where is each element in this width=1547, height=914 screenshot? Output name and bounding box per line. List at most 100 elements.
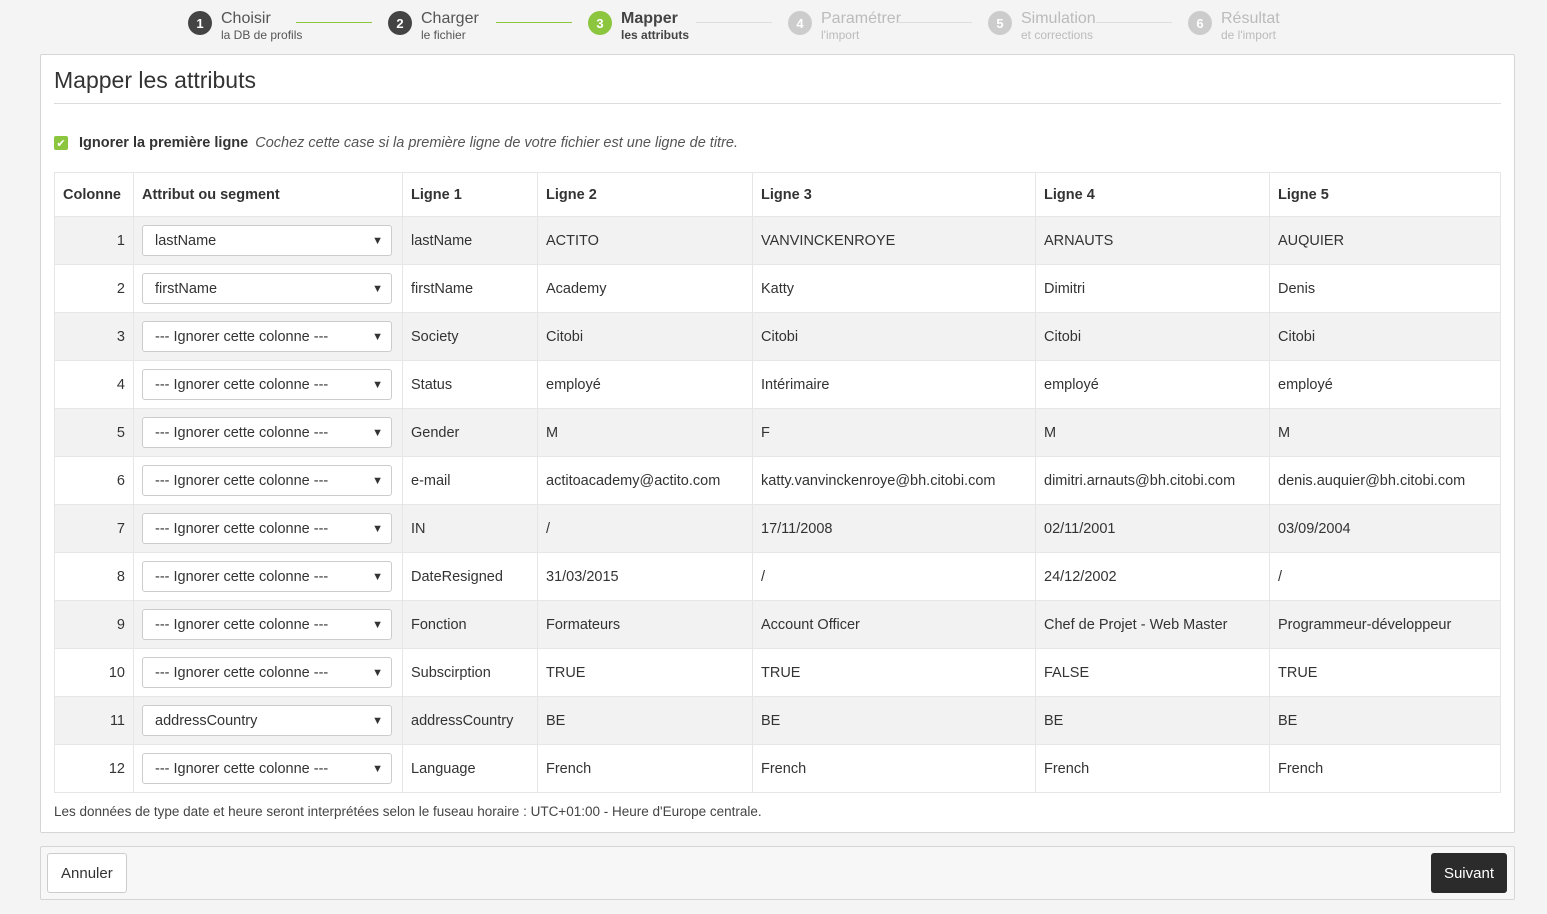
data-cell: Gender (402, 408, 538, 457)
cancel-button[interactable]: Annuler (47, 853, 127, 893)
column-header: Ligne 4 (1035, 172, 1270, 217)
mapping-table: Colonne Attribut ou segment Ligne 1 Ligne 2… (54, 172, 1501, 793)
step-title: Paramétrer (821, 10, 902, 27)
data-cell: M (1035, 408, 1270, 457)
data-cell: 31/03/2015 (537, 552, 753, 601)
attribute-cell: addressCountry ▼ (133, 696, 403, 745)
data-cell: 17/11/2008 (752, 504, 1036, 553)
step-subtitle: de l'import (1221, 28, 1276, 42)
data-cell: BE (1269, 696, 1501, 745)
column-number: 11 (54, 696, 134, 745)
attribute-select-value: --- Ignorer cette colonne --- (155, 616, 329, 633)
data-cell: BE (537, 696, 753, 745)
attribute-select[interactable]: --- Ignorer cette colonne --- ▼ (142, 513, 392, 544)
ignore-first-line-label[interactable]: Ignorer la première ligne (79, 135, 249, 151)
step-subtitle: le fichier (421, 28, 466, 42)
data-cell: Citobi (1035, 312, 1270, 361)
data-cell: French (537, 744, 753, 793)
attribute-select[interactable]: firstName ▼ (142, 273, 392, 304)
data-cell: French (752, 744, 1036, 793)
table-row: 10 --- Ignorer cette colonne --- ▼ Subscir… (54, 648, 1501, 697)
step-1: 1 Choisir la DB de profils (188, 10, 302, 42)
attribute-select[interactable]: addressCountry ▼ (142, 705, 392, 736)
step-connector (696, 22, 772, 23)
data-cell: addressCountry (402, 696, 538, 745)
attribute-cell: lastName ▼ (133, 216, 403, 265)
attribute-select-value: addressCountry (155, 712, 258, 729)
attribute-select-value: --- Ignorer cette colonne --- (155, 568, 329, 585)
caret-down-icon: ▼ (372, 282, 383, 295)
attribute-select[interactable]: lastName ▼ (142, 225, 392, 256)
table-row: 2 firstName ▼ firstName Academy Katty Dimitri… (54, 264, 1501, 313)
data-cell: IN (402, 504, 538, 553)
column-number: 4 (54, 360, 134, 409)
attribute-select-value: --- Ignorer cette colonne --- (155, 424, 329, 441)
data-cell: ARNAUTS (1035, 216, 1270, 265)
attribute-select[interactable]: --- Ignorer cette colonne --- ▼ (142, 321, 392, 352)
attribute-select[interactable]: --- Ignorer cette colonne --- ▼ (142, 609, 392, 640)
column-header: Ligne 2 (537, 172, 753, 217)
attribute-select[interactable]: --- Ignorer cette colonne --- ▼ (142, 561, 392, 592)
table-row: 9 --- Ignorer cette colonne --- ▼ Fonction… (54, 600, 1501, 649)
data-cell: Intérimaire (752, 360, 1036, 409)
step-connector (1096, 22, 1172, 23)
data-cell: 24/12/2002 (1035, 552, 1270, 601)
attribute-select[interactable]: --- Ignorer cette colonne --- ▼ (142, 657, 392, 688)
data-cell: Society (402, 312, 538, 361)
caret-down-icon: ▼ (372, 330, 383, 343)
mapping-panel: Mapper les attributs ✔ Ignorer la premiè… (40, 54, 1515, 833)
step-number-badge: 3 (588, 11, 612, 35)
table-row: 4 --- Ignorer cette colonne --- ▼ Status em… (54, 360, 1501, 409)
column-number: 6 (54, 456, 134, 505)
column-header: Ligne 5 (1269, 172, 1501, 217)
attribute-select-value: --- Ignorer cette colonne --- (155, 664, 329, 681)
attribute-select[interactable]: --- Ignorer cette colonne --- ▼ (142, 465, 392, 496)
caret-down-icon: ▼ (372, 666, 383, 679)
ignore-first-line-help: Cochez cette case si la première ligne d… (255, 135, 739, 151)
table-row: 7 --- Ignorer cette colonne --- ▼ IN/17/11… (54, 504, 1501, 553)
caret-down-icon: ▼ (372, 570, 383, 583)
next-button[interactable]: Suivant (1430, 853, 1507, 893)
step-5: 5 Simulation et corrections (988, 10, 1096, 42)
data-cell: French (1035, 744, 1270, 793)
step-number-badge: 1 (188, 11, 212, 35)
data-cell: Denis (1269, 264, 1501, 313)
data-cell: Formateurs (537, 600, 753, 649)
step-subtitle: la DB de profils (221, 28, 303, 42)
step-6: 6 Résultat de l'import (1188, 10, 1280, 42)
caret-down-icon: ▼ (372, 378, 383, 391)
caret-down-icon: ▼ (372, 618, 383, 631)
data-cell: VANVINCKENROYE (752, 216, 1036, 265)
data-cell: TRUE (1269, 648, 1501, 697)
data-cell: Fonction (402, 600, 538, 649)
divider (54, 103, 1501, 104)
column-number: 12 (54, 744, 134, 793)
ignore-first-line-checkbox[interactable]: ✔ (54, 136, 68, 150)
attribute-select-value: --- Ignorer cette colonne --- (155, 472, 329, 489)
attribute-select-value: firstName (155, 280, 218, 297)
page-title: Mapper les attributs (54, 67, 256, 93)
data-cell: lastName (402, 216, 538, 265)
caret-down-icon: ▼ (372, 522, 383, 535)
table-row: 12 --- Ignorer cette colonne --- ▼ Languag… (54, 744, 1501, 793)
column-number: 7 (54, 504, 134, 553)
step-subtitle: l'import (821, 28, 860, 42)
attribute-cell: --- Ignorer cette colonne --- ▼ (133, 744, 403, 793)
data-cell: BE (1035, 696, 1270, 745)
step-connector (296, 22, 372, 23)
attribute-select[interactable]: --- Ignorer cette colonne --- ▼ (142, 369, 392, 400)
data-cell: M (1269, 408, 1501, 457)
attribute-select[interactable]: --- Ignorer cette colonne --- ▼ (142, 417, 392, 448)
data-cell: Subscirption (402, 648, 538, 697)
attribute-cell: --- Ignorer cette colonne --- ▼ (133, 312, 403, 361)
caret-down-icon: ▼ (372, 474, 383, 487)
data-cell: Status (402, 360, 538, 409)
caret-down-icon: ▼ (372, 426, 383, 439)
step-number-badge: 4 (788, 11, 812, 35)
step-4: 4 Paramétrer l'import (788, 10, 901, 42)
column-number: 9 (54, 600, 134, 649)
data-cell: Programmeur-développeur (1269, 600, 1501, 649)
data-cell: BE (752, 696, 1036, 745)
step-2: 2 Charger le fichier (388, 10, 479, 42)
attribute-select[interactable]: --- Ignorer cette colonne --- ▼ (142, 753, 392, 784)
